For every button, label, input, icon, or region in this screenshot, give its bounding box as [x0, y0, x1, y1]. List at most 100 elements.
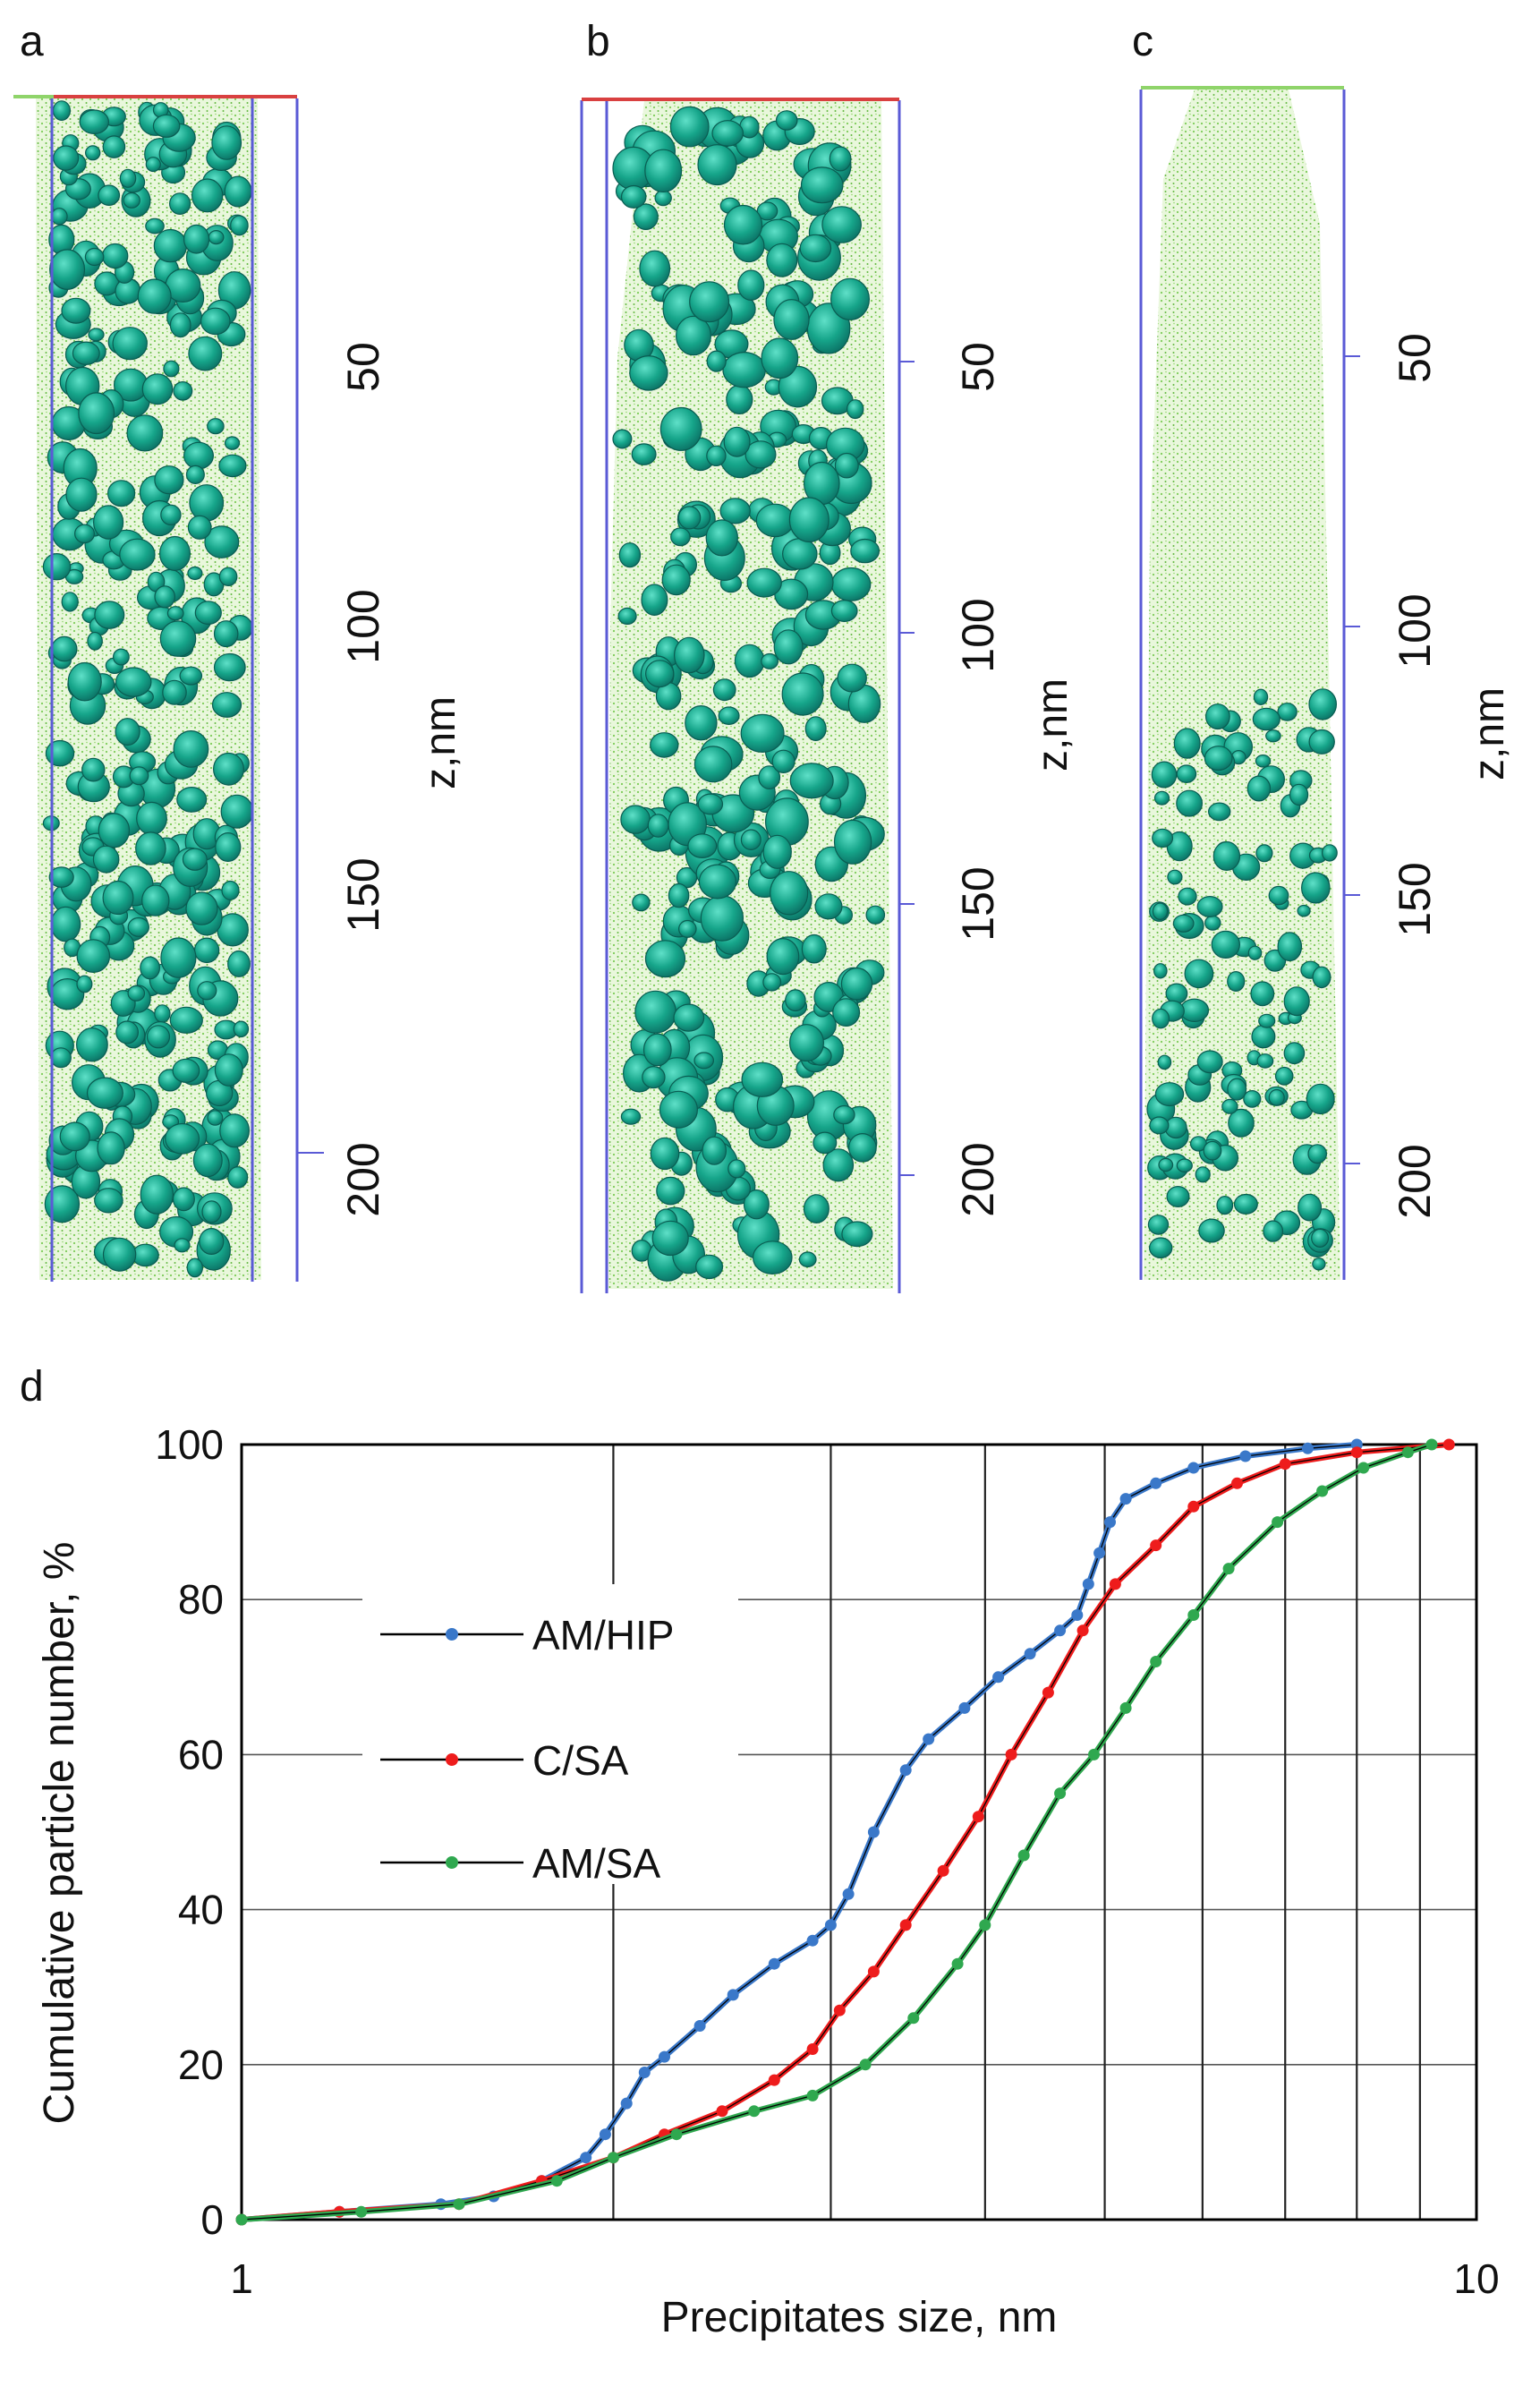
panel-label-c: c	[1132, 18, 1153, 65]
panel-b-precipitate	[620, 1108, 642, 1125]
panel-a-precipitate	[112, 648, 130, 666]
panel-b-precipitate	[773, 629, 804, 665]
panel-c-precipitate	[1195, 1166, 1211, 1183]
panel-c-precipitate	[1153, 790, 1170, 806]
data-point-am-hip-18	[923, 1733, 935, 1745]
data-point-am-hip-23	[1071, 1609, 1084, 1621]
z-tick-c-100: 100	[1390, 593, 1440, 668]
panel-b-precipitate	[642, 1065, 666, 1089]
data-point-c-sa-17	[1109, 1578, 1121, 1590]
data-point-c-sa-14	[1005, 1748, 1017, 1760]
panel-b-precipitate	[766, 937, 800, 976]
panel-b-precipitate	[697, 793, 724, 815]
panel-label-a: a	[20, 18, 44, 65]
z-tick-c-200: 200	[1390, 1144, 1440, 1218]
panel-a-precipitate	[152, 114, 181, 138]
panel-b-precipitate	[719, 498, 751, 524]
z-axis-label-c: z,nm	[1466, 687, 1513, 780]
panel-c-precipitate	[1204, 703, 1230, 730]
z-tick-a-150: 150	[338, 857, 388, 932]
data-point-am-sa-23	[1425, 1438, 1438, 1451]
panel-a-precipitate	[51, 208, 68, 226]
data-point-am-hip-31	[1301, 1442, 1314, 1454]
panel-b-precipitate	[813, 1131, 838, 1155]
panel-b-precipitate	[632, 893, 651, 912]
chart-series	[235, 1438, 1455, 2226]
panel-a-precipitate	[187, 566, 203, 581]
panel-b-precipitate	[752, 1240, 793, 1274]
panel-b-precipitate	[798, 1251, 817, 1267]
data-point-am-sa-6	[748, 2105, 761, 2118]
panel-a-precipitate	[115, 1020, 140, 1044]
x-axis-ticks: 1 10	[230, 2255, 1499, 2302]
data-point-c-sa-19	[1187, 1500, 1200, 1513]
data-point-am-sa-11	[979, 1919, 991, 1931]
data-point-c-sa-7	[768, 2074, 780, 2086]
panel-a-precipitate	[48, 866, 74, 888]
panel-c-precipitate	[1204, 746, 1233, 772]
data-point-am-sa-22	[1401, 1446, 1414, 1459]
data-point-c-sa-23	[1442, 1438, 1455, 1451]
panel-a-precipitate	[188, 336, 223, 371]
panel-a-precipitate	[61, 297, 91, 324]
panel-a-precipitate	[127, 916, 149, 937]
panel-b-precipitate	[788, 497, 830, 543]
panel-b-precipitate	[830, 567, 872, 601]
panel-a-precipitate	[51, 635, 78, 662]
panel-c-precipitate	[1227, 1078, 1247, 1101]
data-point-am-hip-10	[693, 2020, 706, 2032]
panel-c-precipitate	[1308, 729, 1335, 754]
panel-a-precipitate	[145, 217, 165, 234]
data-point-am-sa-19	[1272, 1516, 1284, 1529]
panel-a-precipitate	[218, 567, 238, 587]
panel-label-b: b	[586, 18, 610, 65]
panel-b-precipitate	[771, 749, 796, 774]
data-point-am-sa-5	[670, 2128, 683, 2141]
z-tick-c-50: 50	[1390, 333, 1440, 383]
z-axis-c: 50 100 150 200 z,nm	[1390, 333, 1513, 1219]
panel-a-precipitate	[207, 418, 225, 435]
panel-c-precipitate	[1147, 1215, 1170, 1235]
panel-b-precipitate	[644, 940, 686, 978]
reconstruction-panel-c: c 50 100 150 200 z,nm	[1132, 18, 1513, 1280]
panel-a-precipitate	[169, 312, 191, 338]
panel-b-precipitate	[620, 805, 651, 834]
panel-b-precipitate	[668, 882, 690, 908]
panel-c-precipitate	[1321, 844, 1338, 862]
z-tick-b-100: 100	[953, 598, 1003, 672]
panel-b-precipitate	[727, 1159, 746, 1179]
panel-a-precipitate	[127, 985, 146, 1002]
data-point-am-sa-14	[1088, 1748, 1100, 1760]
panel-b-precipitate	[642, 1033, 672, 1067]
series-outline-am-sa	[241, 1444, 1433, 2221]
data-point-c-sa-6	[716, 2105, 728, 2118]
data-point-am-sa-10	[951, 1957, 964, 1970]
panel-a-precipitate	[207, 1110, 224, 1126]
panel-b-precipitate	[840, 968, 873, 1001]
panel-b-precipitate	[644, 149, 683, 192]
panel-b-precipitate	[804, 716, 827, 741]
z-tick-b-200: 200	[953, 1142, 1003, 1216]
panel-a-precipitate	[213, 652, 246, 682]
panel-c-precipitate	[1255, 844, 1273, 863]
panel-a-precipitate	[81, 757, 106, 782]
y-tick-label-40: 40	[178, 1887, 224, 1933]
panel-b-precipitate	[645, 660, 675, 688]
panel-c-precipitate	[1243, 1089, 1262, 1108]
panel-a-precipitate	[159, 620, 197, 657]
data-point-am-hip-14	[824, 1919, 837, 1931]
panel-c-precipitate	[1211, 930, 1241, 959]
panel-c-precipitate	[1149, 1116, 1170, 1135]
data-point-am-sa-12	[1017, 1849, 1030, 1862]
panel-c-precipitate	[1152, 1008, 1170, 1029]
panel-a-precipitate	[126, 414, 164, 452]
panel-a-precipitate	[169, 1006, 203, 1034]
panel-b-precipitate	[620, 184, 647, 209]
panel-c-precipitate	[1151, 761, 1178, 789]
panel-a-precipitate	[112, 327, 148, 361]
legend-label-am-hip: AM/HIP	[532, 1612, 674, 1658]
panel-a-precipitate	[183, 224, 210, 254]
panel-b-precipitate	[659, 406, 702, 451]
z-tick-marks-b	[899, 361, 915, 1176]
panel-a-precipitate	[140, 956, 161, 980]
